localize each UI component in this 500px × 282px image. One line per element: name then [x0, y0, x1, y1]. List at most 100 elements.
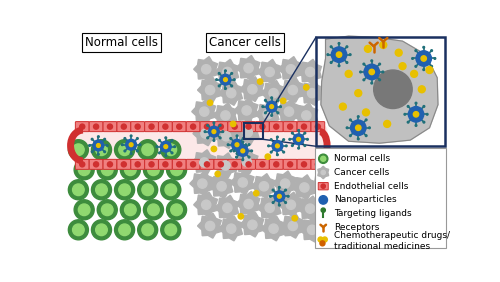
- Circle shape: [171, 140, 173, 141]
- Circle shape: [288, 221, 298, 231]
- Circle shape: [130, 153, 132, 155]
- Polygon shape: [276, 99, 300, 124]
- Circle shape: [371, 60, 372, 62]
- Circle shape: [358, 138, 359, 140]
- FancyBboxPatch shape: [242, 122, 256, 132]
- Circle shape: [248, 220, 257, 230]
- Circle shape: [263, 110, 272, 119]
- Circle shape: [221, 161, 230, 170]
- Polygon shape: [257, 59, 281, 84]
- Circle shape: [202, 65, 211, 74]
- Circle shape: [166, 160, 186, 180]
- Circle shape: [285, 189, 286, 191]
- Circle shape: [298, 147, 300, 149]
- FancyBboxPatch shape: [172, 122, 186, 132]
- FancyBboxPatch shape: [311, 159, 324, 169]
- Circle shape: [399, 63, 406, 70]
- Circle shape: [226, 89, 236, 98]
- Circle shape: [108, 162, 112, 167]
- Polygon shape: [215, 59, 238, 84]
- Circle shape: [170, 164, 182, 176]
- Circle shape: [416, 51, 432, 66]
- Circle shape: [306, 67, 315, 77]
- Text: Cancer cells: Cancer cells: [209, 36, 281, 49]
- Circle shape: [93, 140, 104, 151]
- Circle shape: [245, 144, 246, 146]
- Circle shape: [286, 145, 287, 147]
- Circle shape: [106, 145, 108, 146]
- Polygon shape: [300, 80, 324, 105]
- FancyBboxPatch shape: [103, 159, 117, 169]
- Circle shape: [408, 121, 409, 123]
- Polygon shape: [252, 174, 275, 199]
- Polygon shape: [213, 153, 236, 178]
- Circle shape: [371, 82, 372, 84]
- Circle shape: [166, 200, 186, 220]
- Circle shape: [204, 124, 210, 129]
- Circle shape: [122, 144, 123, 146]
- Circle shape: [286, 65, 296, 74]
- Circle shape: [423, 69, 424, 70]
- Circle shape: [288, 124, 292, 129]
- Bar: [316, 37, 445, 146]
- Polygon shape: [213, 103, 236, 128]
- Circle shape: [356, 125, 361, 131]
- Circle shape: [218, 72, 220, 74]
- Circle shape: [144, 160, 164, 180]
- FancyBboxPatch shape: [76, 159, 89, 169]
- Circle shape: [232, 162, 237, 167]
- Circle shape: [122, 124, 126, 129]
- Circle shape: [202, 200, 211, 210]
- FancyBboxPatch shape: [242, 159, 256, 169]
- Circle shape: [362, 109, 370, 116]
- Circle shape: [321, 170, 326, 175]
- Circle shape: [218, 85, 220, 87]
- Circle shape: [165, 137, 166, 139]
- Circle shape: [236, 156, 238, 158]
- Circle shape: [78, 164, 90, 176]
- FancyBboxPatch shape: [270, 122, 283, 132]
- Text: Nanoparticles: Nanoparticles: [334, 195, 396, 204]
- Circle shape: [283, 151, 284, 153]
- Circle shape: [224, 88, 226, 89]
- Polygon shape: [236, 56, 260, 80]
- Circle shape: [364, 45, 372, 52]
- FancyBboxPatch shape: [144, 122, 158, 132]
- Circle shape: [234, 79, 235, 80]
- Polygon shape: [280, 213, 304, 238]
- Circle shape: [285, 202, 286, 203]
- Polygon shape: [192, 150, 216, 175]
- Circle shape: [142, 144, 154, 156]
- Circle shape: [94, 124, 98, 129]
- Circle shape: [230, 121, 236, 127]
- Circle shape: [246, 162, 251, 167]
- Circle shape: [306, 138, 308, 140]
- Circle shape: [135, 124, 140, 129]
- Circle shape: [270, 195, 272, 197]
- FancyBboxPatch shape: [256, 122, 270, 132]
- Circle shape: [242, 106, 251, 115]
- Circle shape: [206, 85, 214, 95]
- Circle shape: [269, 224, 278, 233]
- Circle shape: [345, 70, 352, 77]
- FancyBboxPatch shape: [186, 159, 200, 169]
- Polygon shape: [317, 193, 340, 218]
- Circle shape: [248, 144, 250, 146]
- Circle shape: [232, 124, 237, 129]
- Polygon shape: [298, 196, 322, 221]
- Circle shape: [277, 112, 279, 114]
- Circle shape: [242, 138, 244, 139]
- Polygon shape: [236, 191, 260, 216]
- Circle shape: [248, 156, 250, 158]
- FancyBboxPatch shape: [158, 159, 172, 169]
- Circle shape: [355, 90, 362, 97]
- Polygon shape: [278, 57, 302, 81]
- Circle shape: [330, 46, 332, 48]
- Circle shape: [124, 204, 136, 216]
- Polygon shape: [280, 77, 304, 102]
- Circle shape: [280, 106, 281, 107]
- Circle shape: [232, 139, 242, 150]
- Circle shape: [412, 58, 414, 59]
- Circle shape: [284, 107, 294, 116]
- Circle shape: [304, 132, 306, 134]
